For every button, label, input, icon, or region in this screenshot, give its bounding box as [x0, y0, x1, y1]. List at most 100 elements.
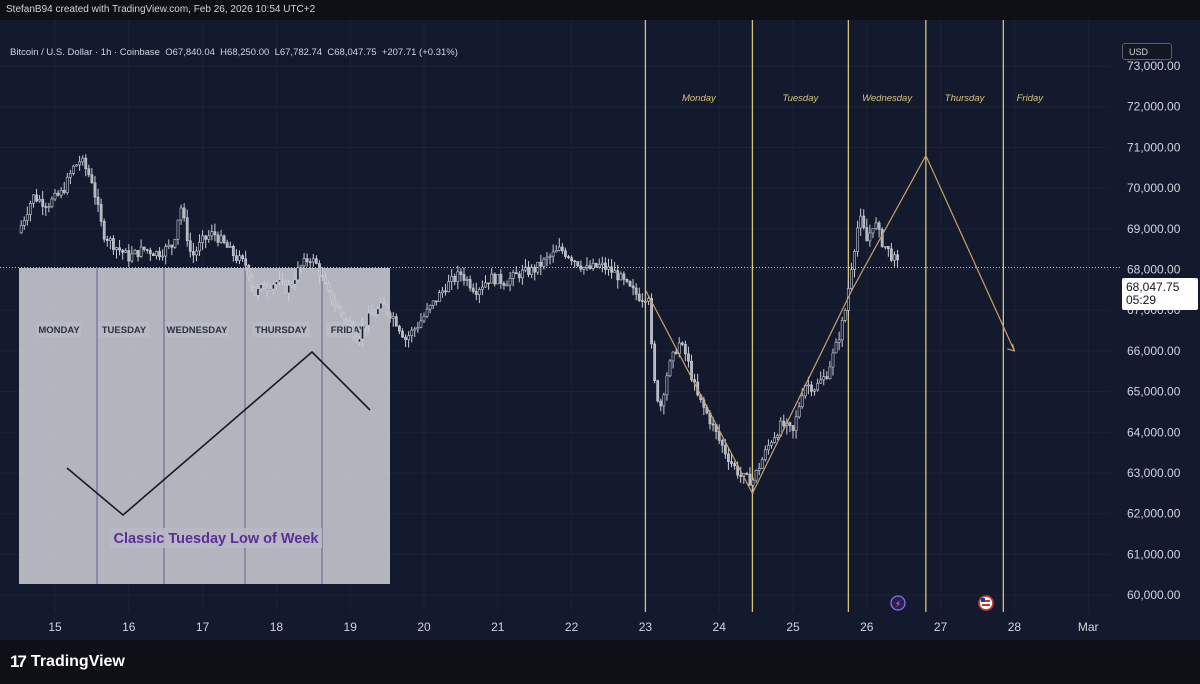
candle-body	[158, 251, 161, 257]
candle-body	[293, 279, 297, 285]
candle-body	[228, 246, 232, 248]
candle-body	[290, 284, 294, 286]
candle-body	[419, 320, 423, 328]
candle-body	[733, 463, 736, 467]
candle-body	[314, 258, 318, 264]
candle-body	[837, 339, 841, 343]
candle-body	[305, 258, 309, 263]
candle-body	[496, 274, 500, 285]
candle-body	[474, 291, 478, 295]
candle-body	[757, 468, 761, 471]
candle-body	[401, 330, 404, 338]
example-day-label: TUESDAY	[102, 325, 147, 336]
candle-body	[281, 279, 284, 282]
time-tick-label: 27	[934, 620, 948, 634]
event-markers: ⚡	[890, 595, 994, 611]
candle-body	[481, 286, 484, 290]
candle-body	[65, 176, 69, 193]
electric-event-circle	[890, 595, 906, 611]
candle-body	[659, 400, 663, 407]
candle-body	[379, 302, 383, 310]
candle-body	[428, 305, 432, 310]
candle-body	[130, 253, 134, 262]
candle-body	[148, 249, 152, 255]
candle-body	[889, 248, 893, 261]
candle-body	[557, 246, 561, 251]
example-day-label-bg	[325, 322, 371, 337]
candle-body	[770, 442, 773, 446]
candle-body	[274, 281, 278, 285]
candle-body	[318, 263, 321, 276]
price-axis: 60,000.00 61,000.00 62,000.00 63,000.00 64,0…	[1127, 59, 1181, 602]
candle-body	[471, 287, 475, 292]
candle-body	[843, 309, 847, 321]
candle-body	[416, 327, 420, 330]
candle-body	[195, 250, 198, 256]
time-tick-label: 15	[48, 620, 62, 634]
us-flag-stripe	[982, 604, 990, 606]
candle-body	[78, 161, 82, 166]
candle-body	[354, 336, 358, 343]
projection-arrow-icon	[1007, 343, 1016, 352]
low-value: L67,782.74	[274, 47, 323, 58]
candle-body	[766, 445, 770, 451]
high-value: H68,250.00	[220, 47, 270, 58]
candle-body	[643, 300, 647, 303]
candle-body	[650, 297, 653, 345]
candle-body	[265, 288, 269, 291]
candle-body	[853, 251, 856, 270]
candle-body	[570, 257, 574, 262]
candle-body	[834, 342, 838, 354]
price-tick-label: 60,000.00	[1127, 588, 1181, 602]
candle-body	[647, 297, 650, 302]
candle-body	[859, 215, 863, 229]
candle-body	[170, 244, 174, 248]
chart-panel[interactable]: MONDAY TUESDAY WEDNESDAY THURSDAY FRIDAY Clas…	[0, 20, 1200, 640]
day-label: Friday	[1017, 93, 1045, 104]
candle-body	[394, 316, 398, 327]
candle-body	[324, 276, 328, 285]
time-tick-label: 20	[417, 620, 431, 634]
candle-body	[382, 302, 386, 306]
candle-body	[115, 247, 118, 250]
candle-body	[868, 232, 872, 242]
electric-event-icon: ⚡	[890, 595, 906, 611]
price-tick-label: 70,000.00	[1127, 181, 1181, 195]
candle-body	[336, 305, 340, 308]
candle-body	[490, 273, 494, 284]
candle-body	[505, 284, 509, 287]
candle-body	[751, 479, 755, 486]
candle-body	[520, 269, 524, 279]
projection-path	[644, 154, 1016, 495]
candle-body	[776, 435, 780, 438]
candle-body	[28, 202, 32, 215]
candle-body	[222, 235, 226, 243]
candle-body	[81, 157, 85, 163]
us-flag-stripe	[982, 600, 990, 602]
countdown-value: 05:29	[1126, 293, 1157, 307]
candle-body	[351, 324, 355, 338]
candle-body	[456, 271, 460, 282]
candle-body	[840, 320, 844, 341]
candle-body	[321, 275, 324, 278]
candle-body	[517, 273, 521, 279]
candle-body	[19, 225, 23, 234]
candle-body	[468, 279, 472, 289]
day-label: Thursday	[945, 93, 986, 104]
price-chart[interactable]: MONDAY TUESDAY WEDNESDAY THURSDAY FRIDAY Clas…	[0, 20, 1200, 640]
brand[interactable]: 17 TradingView	[10, 652, 125, 672]
candle-body	[188, 240, 192, 252]
currency-button[interactable]: USD	[1122, 43, 1172, 60]
candle-body	[370, 312, 374, 315]
candle-body	[348, 320, 352, 326]
candle-body	[760, 459, 764, 469]
candle-body	[628, 281, 632, 287]
candle-body	[407, 335, 411, 340]
candle-body	[96, 196, 100, 205]
candle-body	[865, 227, 869, 242]
candle-body	[886, 246, 890, 250]
candle-body	[213, 231, 217, 236]
candle-body	[108, 238, 112, 241]
candle-body	[665, 375, 669, 396]
open-value: O67,840.04	[165, 47, 215, 58]
